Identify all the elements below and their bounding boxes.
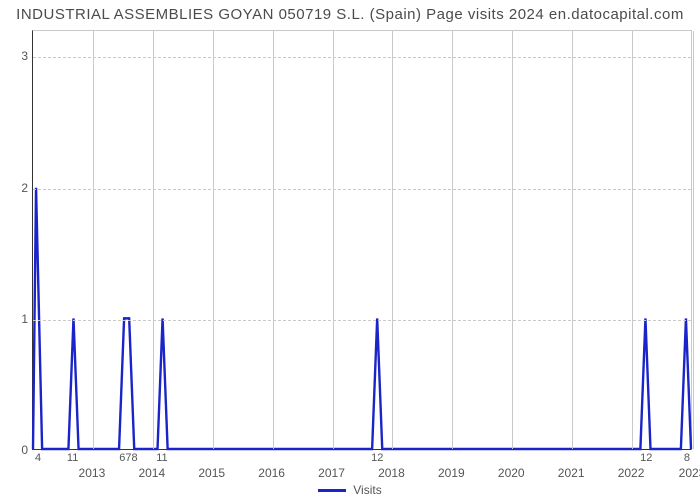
x-year-label: 2023 — [679, 466, 700, 480]
vgrid-line — [153, 31, 154, 449]
x-year-label: 2019 — [438, 466, 465, 480]
vgrid-line — [333, 31, 334, 449]
vgrid-line — [693, 31, 694, 449]
vgrid-line — [632, 31, 633, 449]
x-year-label: 2013 — [79, 466, 106, 480]
vgrid-line — [572, 31, 573, 449]
legend-swatch — [318, 489, 346, 492]
x-year-label: 2017 — [318, 466, 345, 480]
vgrid-line — [93, 31, 94, 449]
x-short-label: 11 — [67, 452, 78, 464]
x-year-label: 2018 — [378, 466, 405, 480]
visits-line-series — [33, 31, 691, 449]
x-year-label: 2015 — [198, 466, 225, 480]
x-short-label: 12 — [640, 452, 652, 464]
hgrid-line — [33, 57, 691, 58]
x-short-label: 8 — [684, 452, 690, 464]
x-year-label: 2020 — [498, 466, 525, 480]
x-year-label: 2014 — [138, 466, 165, 480]
y-tick-label: 1 — [6, 312, 28, 326]
x-year-label: 2022 — [618, 466, 645, 480]
x-year-label: 2021 — [558, 466, 585, 480]
vgrid-line — [213, 31, 214, 449]
x-year-label: 2016 — [258, 466, 285, 480]
hgrid-line — [33, 320, 691, 321]
y-tick-label: 0 — [6, 443, 28, 457]
chart-title: INDUSTRIAL ASSEMBLIES GOYAN 050719 S.L. … — [0, 6, 700, 23]
y-tick-label: 3 — [6, 49, 28, 63]
legend: Visits — [0, 483, 700, 497]
hgrid-line — [33, 189, 691, 190]
x-short-label: 11 — [156, 452, 167, 464]
vgrid-line — [452, 31, 453, 449]
x-short-label: 678 — [119, 452, 137, 464]
x-short-label: 4 — [35, 452, 41, 464]
chart-container: INDUSTRIAL ASSEMBLIES GOYAN 050719 S.L. … — [0, 0, 700, 500]
y-tick-label: 2 — [6, 181, 28, 195]
visits-polyline — [33, 188, 691, 449]
vgrid-line — [392, 31, 393, 449]
legend-label: Visits — [353, 483, 381, 497]
plot-area — [32, 30, 692, 450]
vgrid-line — [273, 31, 274, 449]
x-short-label: 12 — [371, 452, 383, 464]
vgrid-line — [512, 31, 513, 449]
